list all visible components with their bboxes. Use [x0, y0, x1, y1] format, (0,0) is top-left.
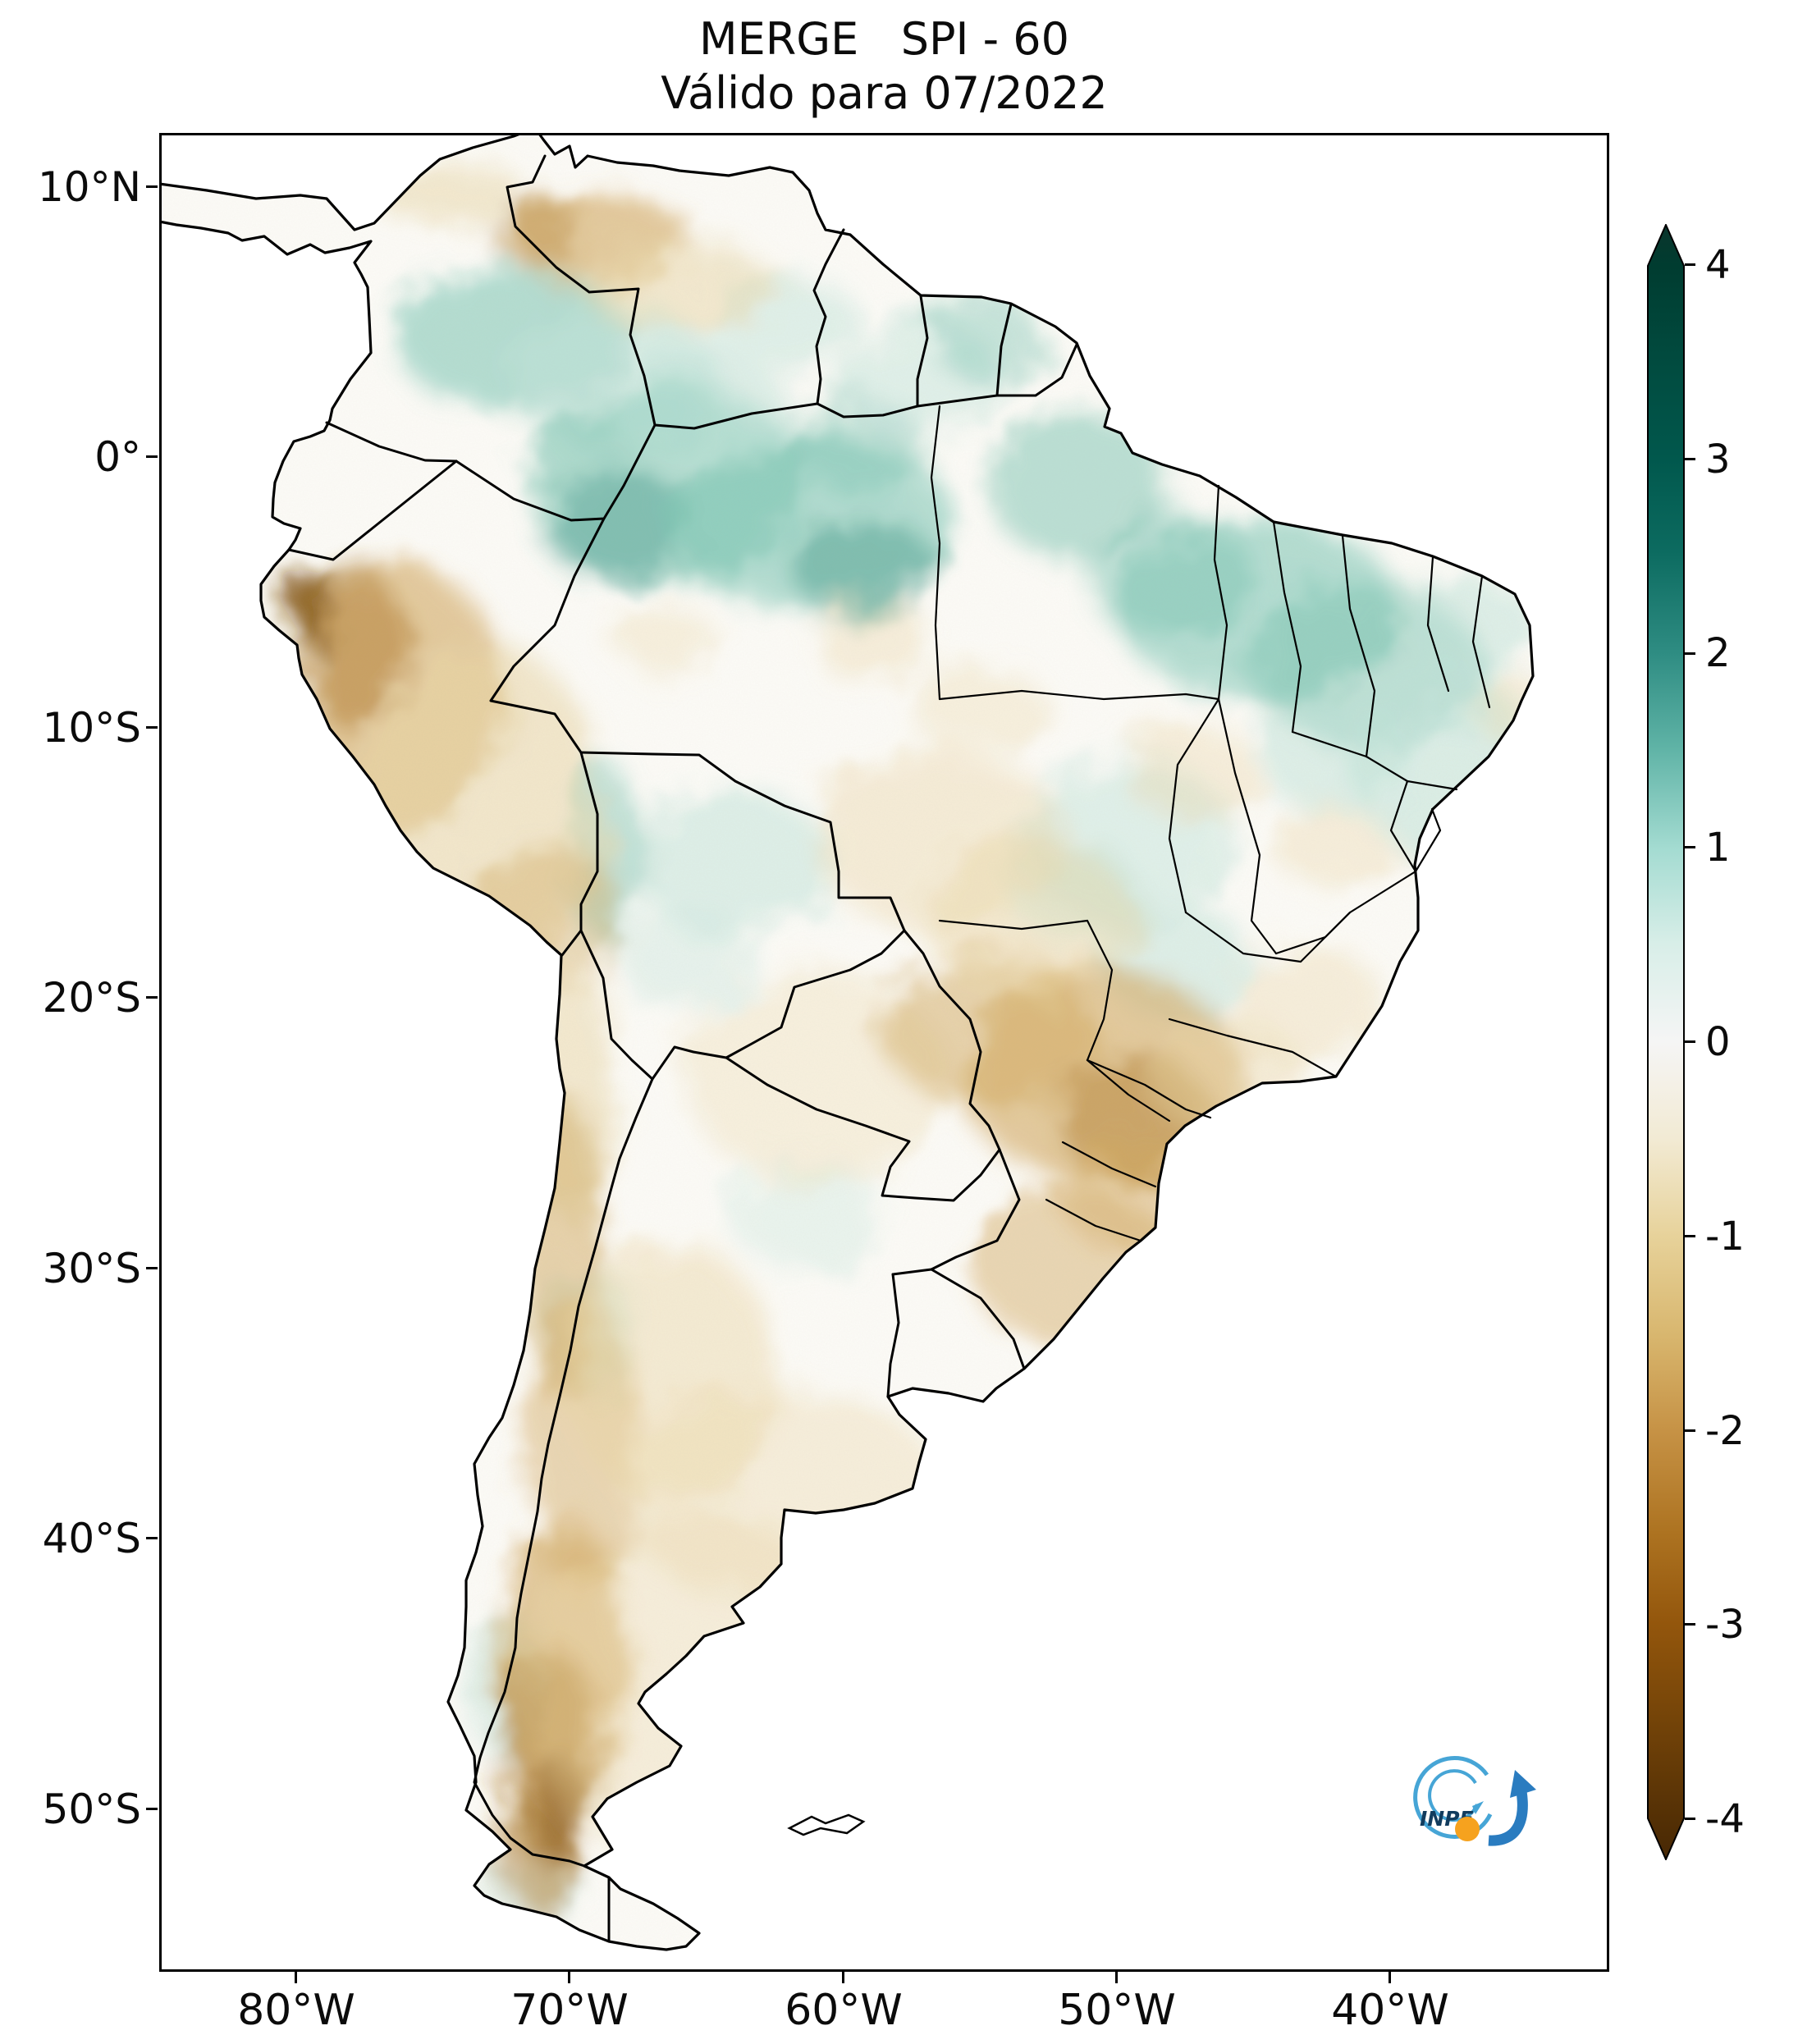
- figure-subtitle: Válido para 07/2022: [661, 67, 1108, 119]
- x-tickmark: [842, 1972, 844, 1983]
- colorbar-tickmark: [1685, 1429, 1695, 1432]
- x-tickmark: [295, 1972, 297, 1983]
- colorbar-label-m2: -2: [1705, 1408, 1745, 1454]
- colorbar-label-3: 3: [1705, 437, 1731, 482]
- colorbar-tickmark: [1685, 263, 1695, 266]
- raster-grain-texture: [159, 133, 1533, 1950]
- colorbar-label-0: 0: [1705, 1019, 1731, 1065]
- y-tickmark: [146, 1267, 158, 1269]
- y-tickmark: [146, 1808, 158, 1810]
- colorbar-label-m3: -3: [1705, 1602, 1745, 1648]
- colorbar-label-1: 1: [1705, 825, 1731, 871]
- x-tick-label-60w: 60°W: [785, 1986, 903, 2035]
- colorbar-tickmark: [1685, 1818, 1695, 1820]
- x-tickmark: [1389, 1972, 1391, 1983]
- colorbar-label-2: 2: [1705, 630, 1731, 676]
- y-tickmark: [146, 1537, 158, 1539]
- y-tickmark: [146, 996, 158, 999]
- spi-map-canvas: INPE: [159, 133, 1536, 1951]
- x-tick-label-70w: 70°W: [510, 1986, 629, 2035]
- colorbar-label-4: 4: [1705, 242, 1731, 288]
- colorbar-label-m1: -1: [1705, 1214, 1745, 1260]
- colorbar-tickmark: [1685, 1040, 1695, 1043]
- y-tickmark: [146, 455, 158, 458]
- x-tickmark: [568, 1972, 570, 1983]
- y-tick-label-20s: 20°S: [42, 974, 141, 1022]
- x-tick-label-50w: 50°W: [1058, 1986, 1176, 2035]
- x-tick-label-80w: 80°W: [237, 1986, 355, 2035]
- x-tick-label-40w: 40°W: [1331, 1986, 1449, 2035]
- y-tickmark: [146, 726, 158, 729]
- colorbar-tickmark: [1685, 458, 1695, 460]
- colorbar-label-m4: -4: [1705, 1796, 1745, 1842]
- logo-arrow-head-icon: [1510, 1770, 1536, 1798]
- y-tickmark: [146, 185, 158, 188]
- y-tick-label-40s: 40°S: [42, 1515, 141, 1562]
- country-borders: [287, 154, 1078, 1943]
- inpe-logo: INPE: [1413, 1755, 1536, 1846]
- colorbar-gradient-bar: [1647, 224, 1685, 1860]
- colorbar-tickmark: [1685, 652, 1695, 655]
- colorbar-tickmark: [1685, 1235, 1695, 1237]
- y-tick-label-0: 0°: [94, 433, 141, 481]
- colorbar-tickmark: [1685, 1623, 1695, 1626]
- logo-orange-dot-icon: [1455, 1817, 1480, 1841]
- figure-title: MERGE SPI - 60: [699, 13, 1069, 65]
- y-tick-label-30s: 30°S: [42, 1245, 141, 1292]
- x-tickmark: [1115, 1972, 1118, 1983]
- state-borders: [930, 405, 1491, 1242]
- falkland-islands: [787, 1813, 866, 1836]
- logo-arrow-curve: [1488, 1790, 1528, 1846]
- y-tick-label-10s: 10°S: [42, 704, 141, 752]
- y-tick-label-10n: 10°N: [37, 163, 141, 211]
- y-tick-label-50s: 50°S: [42, 1786, 141, 1833]
- colorbar-tickmark: [1685, 846, 1695, 848]
- spi-colorbar: [1647, 224, 1685, 1860]
- logo-swirl-arrowhead-icon: [1472, 1801, 1484, 1814]
